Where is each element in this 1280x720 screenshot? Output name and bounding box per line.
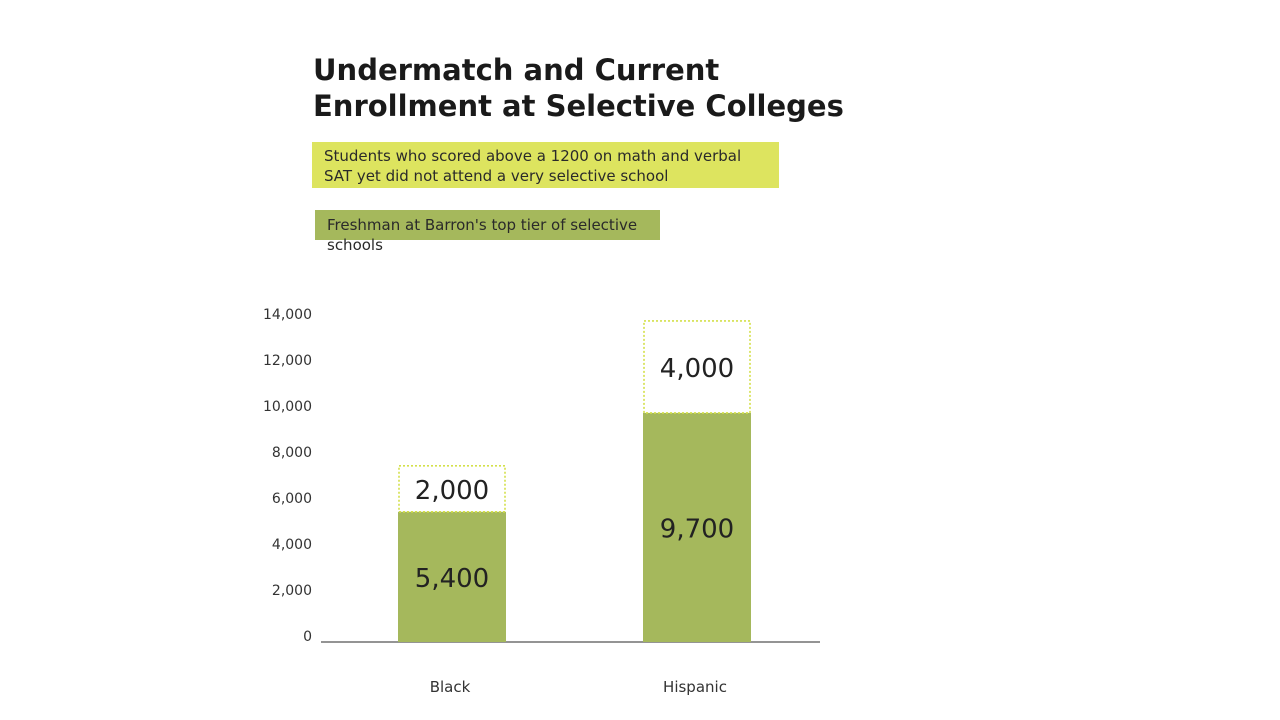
y-tick-label: 4,000 xyxy=(272,537,312,553)
x-category-label: Black xyxy=(430,678,471,696)
x-category-label: Hispanic xyxy=(663,678,727,696)
bar-freshman-black xyxy=(398,511,506,642)
y-tick-label: 0 xyxy=(303,629,312,645)
y-tick-label: 6,000 xyxy=(272,491,312,507)
y-tick-label: 14,000 xyxy=(263,307,312,323)
y-tick-label: 10,000 xyxy=(263,399,312,415)
y-tick-label: 2,000 xyxy=(272,583,312,599)
bar-value-freshman-hispanic: 9,700 xyxy=(660,514,734,544)
chart-title: Undermatch and Current Enrollment at Sel… xyxy=(313,53,844,123)
y-tick-label: 12,000 xyxy=(263,353,312,369)
legend-freshman: Freshman at Barron's top tier of selecti… xyxy=(315,210,660,254)
y-tick-label: 8,000 xyxy=(272,445,312,461)
bar-freshman-hispanic xyxy=(643,412,751,642)
bar-undermatch-black xyxy=(398,464,506,513)
bar-undermatch-hispanic xyxy=(643,320,751,414)
bar-value-freshman-black: 5,400 xyxy=(415,564,489,594)
bar-value-undermatch-black: 2,000 xyxy=(415,476,489,506)
legend-undermatch: Students who scored above a 1200 on math… xyxy=(312,142,779,188)
bar-value-undermatch-hispanic: 4,000 xyxy=(660,354,734,384)
